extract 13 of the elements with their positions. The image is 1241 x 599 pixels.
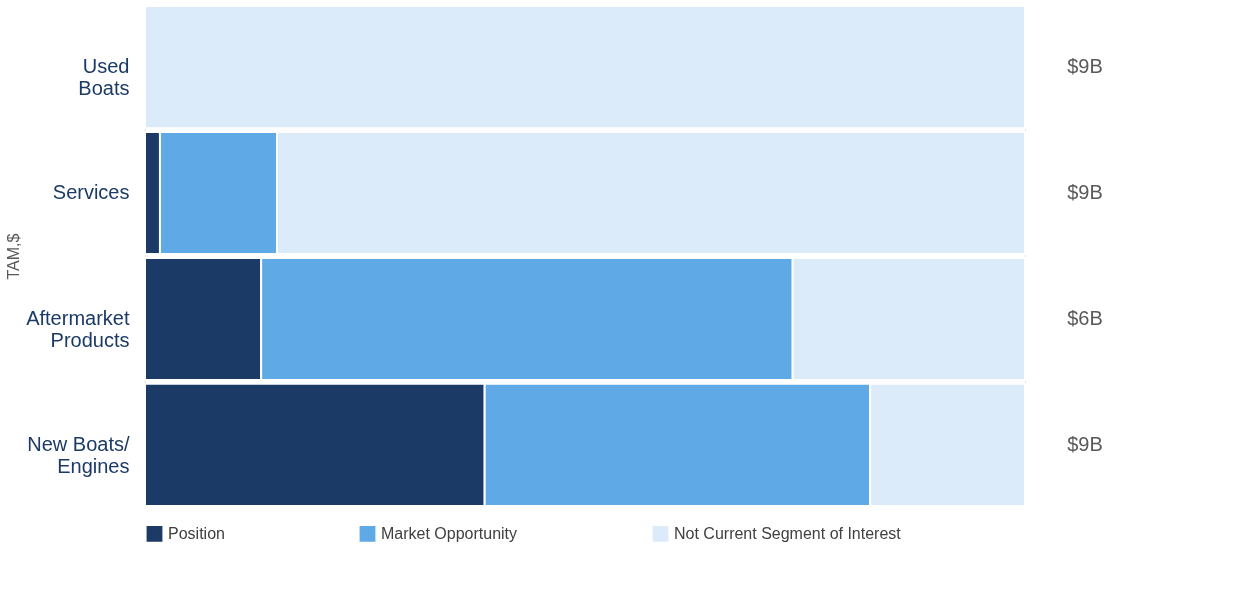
- y-tick-label: Used Boats: [78, 55, 130, 100]
- y-tick-label: New Boats/ Engines: [27, 432, 130, 477]
- legend-label: Market Opportunity: [381, 524, 518, 542]
- y-axis-title: TAM,$: [5, 233, 23, 280]
- text: $9B: [1067, 181, 1103, 204]
- text: $9B: [1067, 432, 1103, 455]
- y-tick-label: Aftermarket Products: [26, 306, 130, 351]
- legend-label: Not Current Segment of Interest: [674, 524, 902, 542]
- text: $9B: [1067, 55, 1103, 78]
- text: $6B: [1067, 306, 1103, 329]
- legend-label: Position: [168, 524, 225, 542]
- bar: [144, 5, 1026, 130]
- y-tick-label: Services: [52, 181, 130, 204]
